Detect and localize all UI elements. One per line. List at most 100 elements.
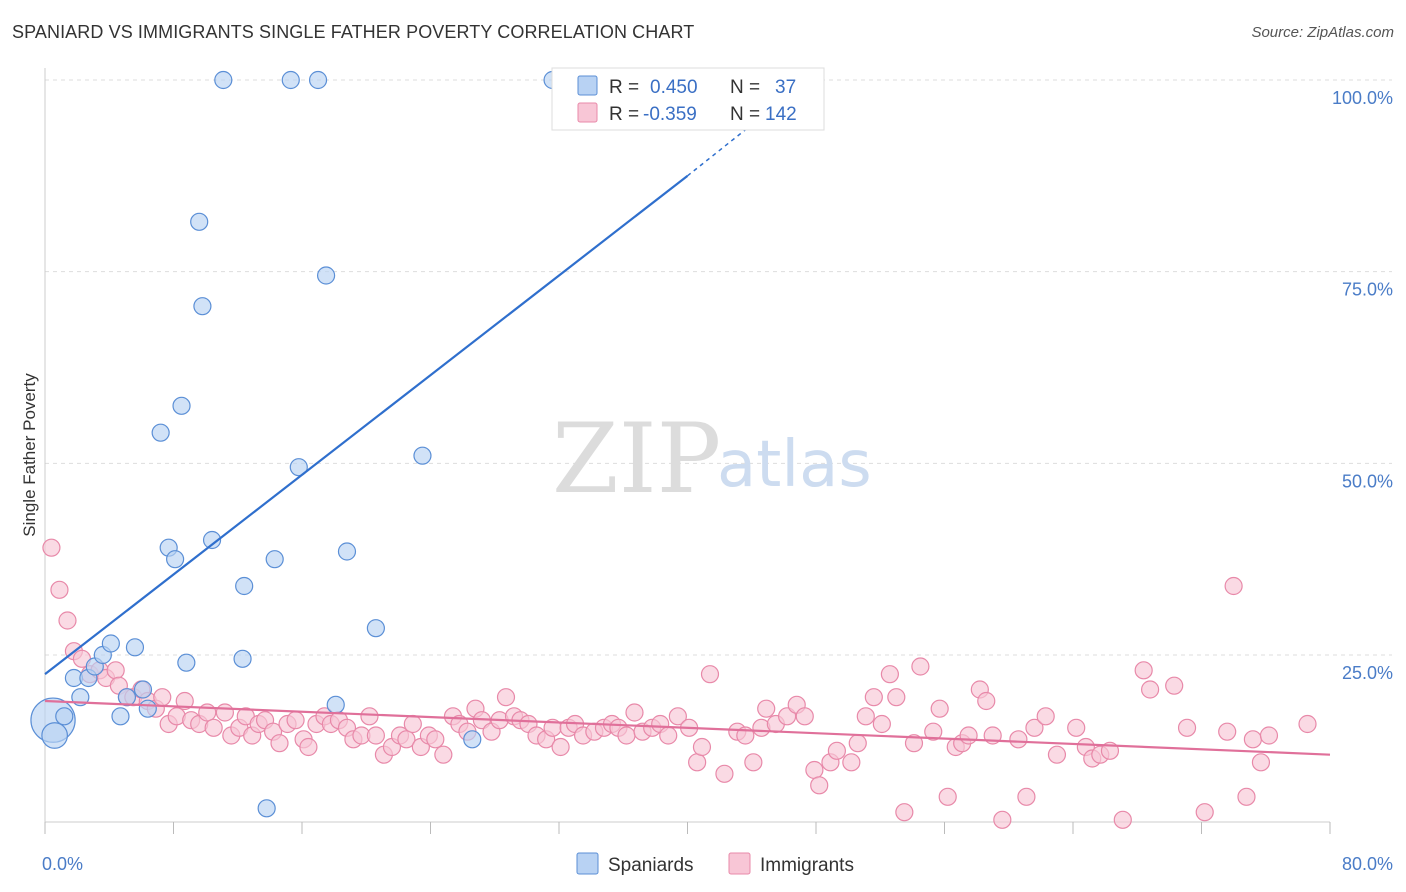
spaniards-point-2 (55, 707, 74, 726)
immigrants-point-106 (880, 665, 899, 684)
immigrants-point-97 (805, 760, 824, 780)
immigrants-point-135 (1177, 718, 1197, 737)
spaniards-point-19 (190, 212, 209, 231)
immigrants-point-53 (434, 745, 453, 764)
immigrants-point-98 (810, 776, 829, 795)
immigrants-trend-line (44, 699, 1331, 756)
spaniards-point-10 (117, 688, 137, 707)
immigrants-point-35 (299, 737, 318, 757)
immigrants-point-142 (1259, 726, 1279, 745)
immigrants-point-105 (872, 714, 891, 734)
immigrants-point-132 (1134, 661, 1153, 680)
immigrants-point-92 (757, 699, 776, 718)
immigrants-point-139 (1237, 787, 1256, 806)
spaniards-point-28 (289, 458, 308, 477)
source-credit: Source: ZipAtlas.com (1251, 24, 1394, 41)
immigrants-point-81 (659, 726, 678, 745)
immigrants-point-107 (887, 688, 906, 707)
immigrants-point-121 (1009, 730, 1028, 749)
y-tick-label-1: 50.0% (1342, 471, 1393, 491)
spaniards-point-35 (463, 730, 482, 749)
immigrants-point-102 (848, 734, 867, 753)
immigrants-points (42, 538, 1317, 829)
immigrants-point-101 (842, 753, 861, 772)
immigrants-point-49 (403, 714, 422, 734)
immigrants-point-8 (106, 661, 125, 680)
spaniards-point-21 (202, 530, 222, 550)
immigrants-point-31 (270, 734, 289, 753)
bottom-legend-swatch-immigrants (728, 852, 751, 875)
legend-r-label-spaniards: R = (609, 77, 639, 98)
legend-r-label-immigrants: R = (609, 104, 639, 125)
spaniards-point-26 (265, 550, 284, 569)
spaniards-point-29 (308, 70, 328, 90)
immigrants-point-113 (938, 787, 957, 806)
legend-n-label-spaniards: N = (730, 77, 760, 98)
immigrants-point-96 (795, 707, 814, 726)
spaniards-trend-line (44, 174, 689, 676)
grid-layer (45, 79, 1392, 656)
immigrants-point-48 (397, 730, 416, 749)
bottom-legend-label-immigrants: Immigrants (760, 855, 854, 876)
spaniards-point-22 (214, 70, 233, 90)
immigrants-point-137 (1218, 722, 1237, 741)
immigrants-point-82 (668, 707, 687, 726)
immigrants-point-76 (617, 726, 636, 745)
immigrants-point-90 (744, 753, 763, 772)
spaniards-point-12 (133, 680, 153, 699)
immigrants-point-2 (58, 611, 77, 630)
immigrants-point-138 (1224, 576, 1243, 596)
immigrants-point-124 (1036, 707, 1055, 726)
spaniards-point-23 (233, 649, 252, 668)
immigrants-point-104 (864, 688, 883, 707)
spaniards-point-33 (366, 619, 385, 638)
x-tick-label-max: 80.0% (1342, 854, 1393, 874)
y-tick-label-3: 100.0% (1332, 88, 1393, 108)
trend-layer (44, 117, 1331, 756)
chart-title: SPANIARD VS IMMIGRANTS SINGLE FATHER POV… (12, 22, 695, 42)
spaniards-point-31 (326, 695, 345, 714)
legend-n-value-spaniards: 37 (775, 77, 796, 98)
immigrants-point-116 (959, 726, 978, 745)
immigrants-point-1 (50, 580, 69, 599)
immigrants-point-125 (1047, 745, 1067, 764)
y-tick-label-0: 25.0% (1342, 663, 1393, 683)
immigrants-point-133 (1140, 680, 1160, 699)
immigrants-point-136 (1195, 803, 1214, 822)
immigrants-point-85 (692, 737, 712, 757)
legend-r-value-spaniards: 0.450 (650, 77, 698, 98)
spaniards-point-20 (193, 297, 212, 316)
y-tick-labels: 25.0% 50.0% 75.0% 100.0% (1332, 88, 1393, 683)
immigrants-point-122 (1017, 787, 1036, 806)
watermark-atlas: atlas (717, 428, 872, 502)
spaniards-point-27 (281, 70, 300, 90)
immigrants-point-86 (700, 665, 720, 684)
immigrants-point-109 (904, 734, 924, 753)
spaniards-points (30, 70, 562, 818)
legend-swatch-immigrants (577, 102, 598, 123)
immigrants-point-44 (366, 726, 385, 745)
immigrants-point-33 (286, 711, 305, 730)
spaniards-point-9 (111, 707, 130, 726)
immigrants-point-118 (977, 691, 996, 711)
immigrants-point-15 (153, 688, 172, 707)
immigrants-point-84 (688, 753, 707, 772)
spaniards-point-13 (138, 699, 157, 718)
immigrants-point-141 (1251, 753, 1271, 772)
spaniards-point-18 (177, 653, 196, 672)
legend-n-label-immigrants: N = (730, 104, 760, 125)
immigrants-point-131 (1113, 810, 1132, 829)
immigrants-point-0 (42, 538, 61, 557)
x-tick-label-min: 0.0% (42, 854, 83, 874)
immigrants-point-108 (895, 803, 914, 822)
spaniards-point-17 (172, 396, 191, 415)
spaniards-point-14 (151, 423, 170, 442)
spaniards-point-25 (257, 799, 276, 818)
immigrants-point-52 (426, 730, 445, 749)
watermark-zip: ZIP (552, 403, 721, 515)
immigrants-point-87 (715, 764, 734, 783)
correlation-legend: R = 0.450 N = 37 R = -0.359 N = 142 (551, 67, 825, 131)
watermark: ZIP atlas (552, 403, 872, 515)
spaniards-point-34 (413, 446, 432, 465)
